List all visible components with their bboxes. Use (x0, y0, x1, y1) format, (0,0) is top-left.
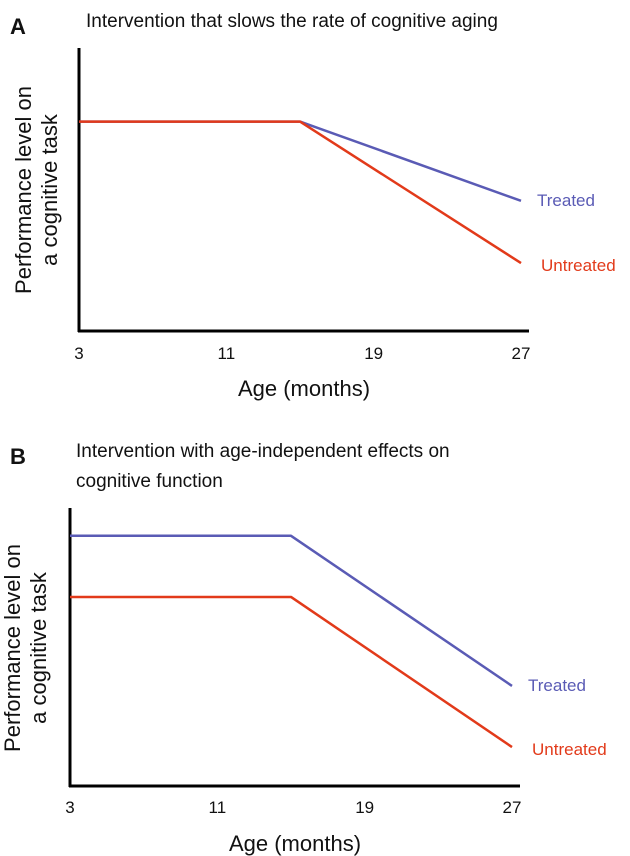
x-tick-label: 11 (209, 798, 227, 817)
line-chart-a: 3 11 19 27 Age (months) Performance level ona… (11, 48, 616, 401)
series-label-treated: Treated (537, 191, 595, 210)
x-tick-label: 3 (74, 344, 83, 363)
x-tick-label: 27 (503, 798, 522, 817)
panel-letter: A (10, 14, 26, 39)
series-line-treated (79, 120, 522, 202)
series-label-untreated: Untreated (532, 740, 607, 759)
series-label-untreated: Untreated (541, 256, 616, 275)
x-tick-label: 19 (364, 344, 383, 363)
x-axis-label: Age (months) (238, 376, 370, 401)
series-label-treated: Treated (528, 676, 586, 695)
chart-title: Intervention with age-independent effect… (76, 441, 450, 492)
x-tick-label: 19 (355, 798, 374, 817)
panel-letter: B (10, 444, 26, 469)
chart-title: Intervention that slows the rate of cogn… (86, 11, 498, 32)
y-axis-label: Performance level ona cognitive task (0, 544, 51, 752)
x-tick-label: 11 (218, 344, 236, 363)
panel-a: A Intervention that slows the rate of co… (0, 0, 630, 410)
y-axis-label: Performance level ona cognitive task (11, 86, 62, 294)
x-tick-label: 3 (65, 798, 74, 817)
x-tick-label: 27 (512, 344, 531, 363)
line-chart-b: 3 11 19 27 Age (months) Performance level ona… (0, 508, 607, 856)
series-line-treated (70, 534, 513, 687)
panel-b: B Intervention with age-independent effe… (0, 430, 630, 856)
series-line-untreated (70, 595, 513, 749)
x-axis-label: Age (months) (229, 831, 361, 856)
series-line-untreated (79, 120, 522, 265)
